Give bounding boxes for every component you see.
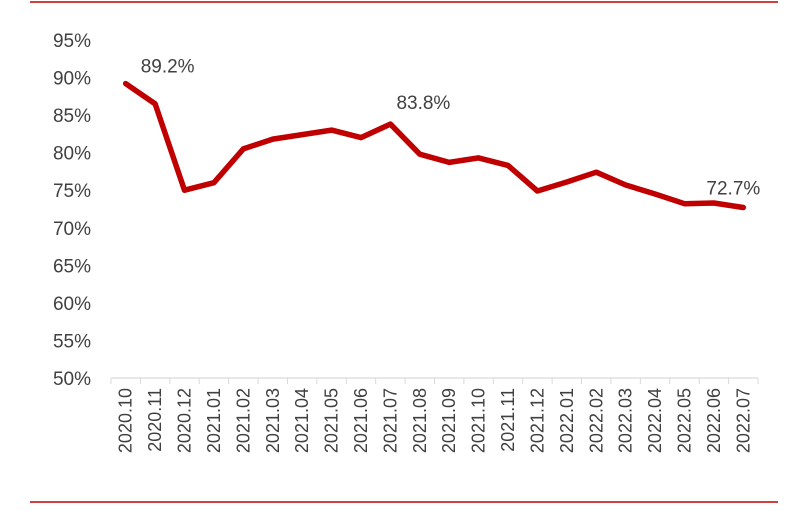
data-point [358, 135, 364, 141]
data-point [446, 159, 452, 165]
data-point [240, 146, 246, 152]
x-tick-label: 2020.12 [175, 388, 195, 453]
data-point [564, 179, 570, 185]
series-line [122, 80, 747, 211]
x-tick-label: 2022.04 [645, 388, 665, 453]
data-point [387, 121, 393, 127]
data-label: 89.2% [141, 57, 195, 78]
data-point [534, 188, 540, 194]
y-tick-label: 70% [53, 219, 91, 240]
x-tick-label: 2021.08 [410, 388, 430, 453]
x-tick-label: 2022.03 [616, 388, 636, 453]
y-tick-label: 95% [53, 31, 91, 52]
data-point [329, 127, 335, 133]
data-point [123, 81, 129, 87]
x-tick-label: 2022.07 [733, 388, 753, 453]
y-tick-label: 55% [53, 331, 91, 352]
x-tick-label: 2021.02 [233, 388, 253, 453]
x-tick-label: 2020.11 [145, 388, 165, 452]
data-point [211, 180, 217, 186]
data-point [505, 162, 511, 168]
x-tick-label: 2021.04 [292, 388, 312, 453]
x-tick-label: 2021.10 [469, 388, 489, 453]
x-tick-label: 2020.10 [116, 388, 136, 453]
data-point [476, 155, 482, 161]
x-tick-label: 2021.09 [439, 388, 459, 453]
plot-area [122, 80, 747, 211]
y-tick-label: 60% [53, 294, 91, 315]
x-tick-label: 2021.12 [527, 388, 547, 453]
data-point [681, 201, 687, 207]
data-label: 72.7% [706, 178, 760, 199]
x-axis: 2020.10 2020.11 2020.12 2021.01 2021.02 2021.… [110, 377, 759, 453]
x-tick-label: 2021.06 [351, 388, 371, 453]
x-tick-label: 2021.05 [322, 388, 342, 453]
y-tick-label: 75% [53, 181, 91, 202]
data-point [652, 191, 658, 197]
y-tick-label: 90% [53, 69, 91, 90]
data-label: 83.8% [396, 93, 450, 114]
x-tick-label: 2022.02 [586, 388, 606, 453]
y-tick-label: 50% [53, 369, 91, 390]
x-tick-label: 2021.03 [263, 388, 283, 453]
x-tick-label: 2021.11 [498, 388, 518, 452]
y-axis: 50% 55% 60% 65% 70% 75% 80% 85% 90% 95% [53, 31, 91, 390]
x-tick-label: 2022.06 [704, 388, 724, 453]
data-point [711, 200, 717, 206]
data-point [299, 132, 305, 138]
data-point [152, 101, 158, 107]
data-point [270, 136, 276, 142]
x-tick-label: 2022.05 [674, 388, 694, 453]
data-point [182, 187, 188, 193]
data-point [740, 204, 746, 210]
y-tick-label: 85% [53, 106, 91, 127]
y-tick-label: 65% [53, 256, 91, 277]
data-point [623, 182, 629, 188]
x-tick-label: 2022.01 [557, 388, 577, 453]
data-point [417, 151, 423, 157]
x-tick-label: 2021.07 [380, 388, 400, 453]
x-tick-label: 2021.01 [204, 388, 224, 453]
y-tick-label: 80% [53, 144, 91, 165]
data-labels: 89.2% 83.8% 72.7% [141, 57, 761, 200]
data-point [593, 169, 599, 175]
